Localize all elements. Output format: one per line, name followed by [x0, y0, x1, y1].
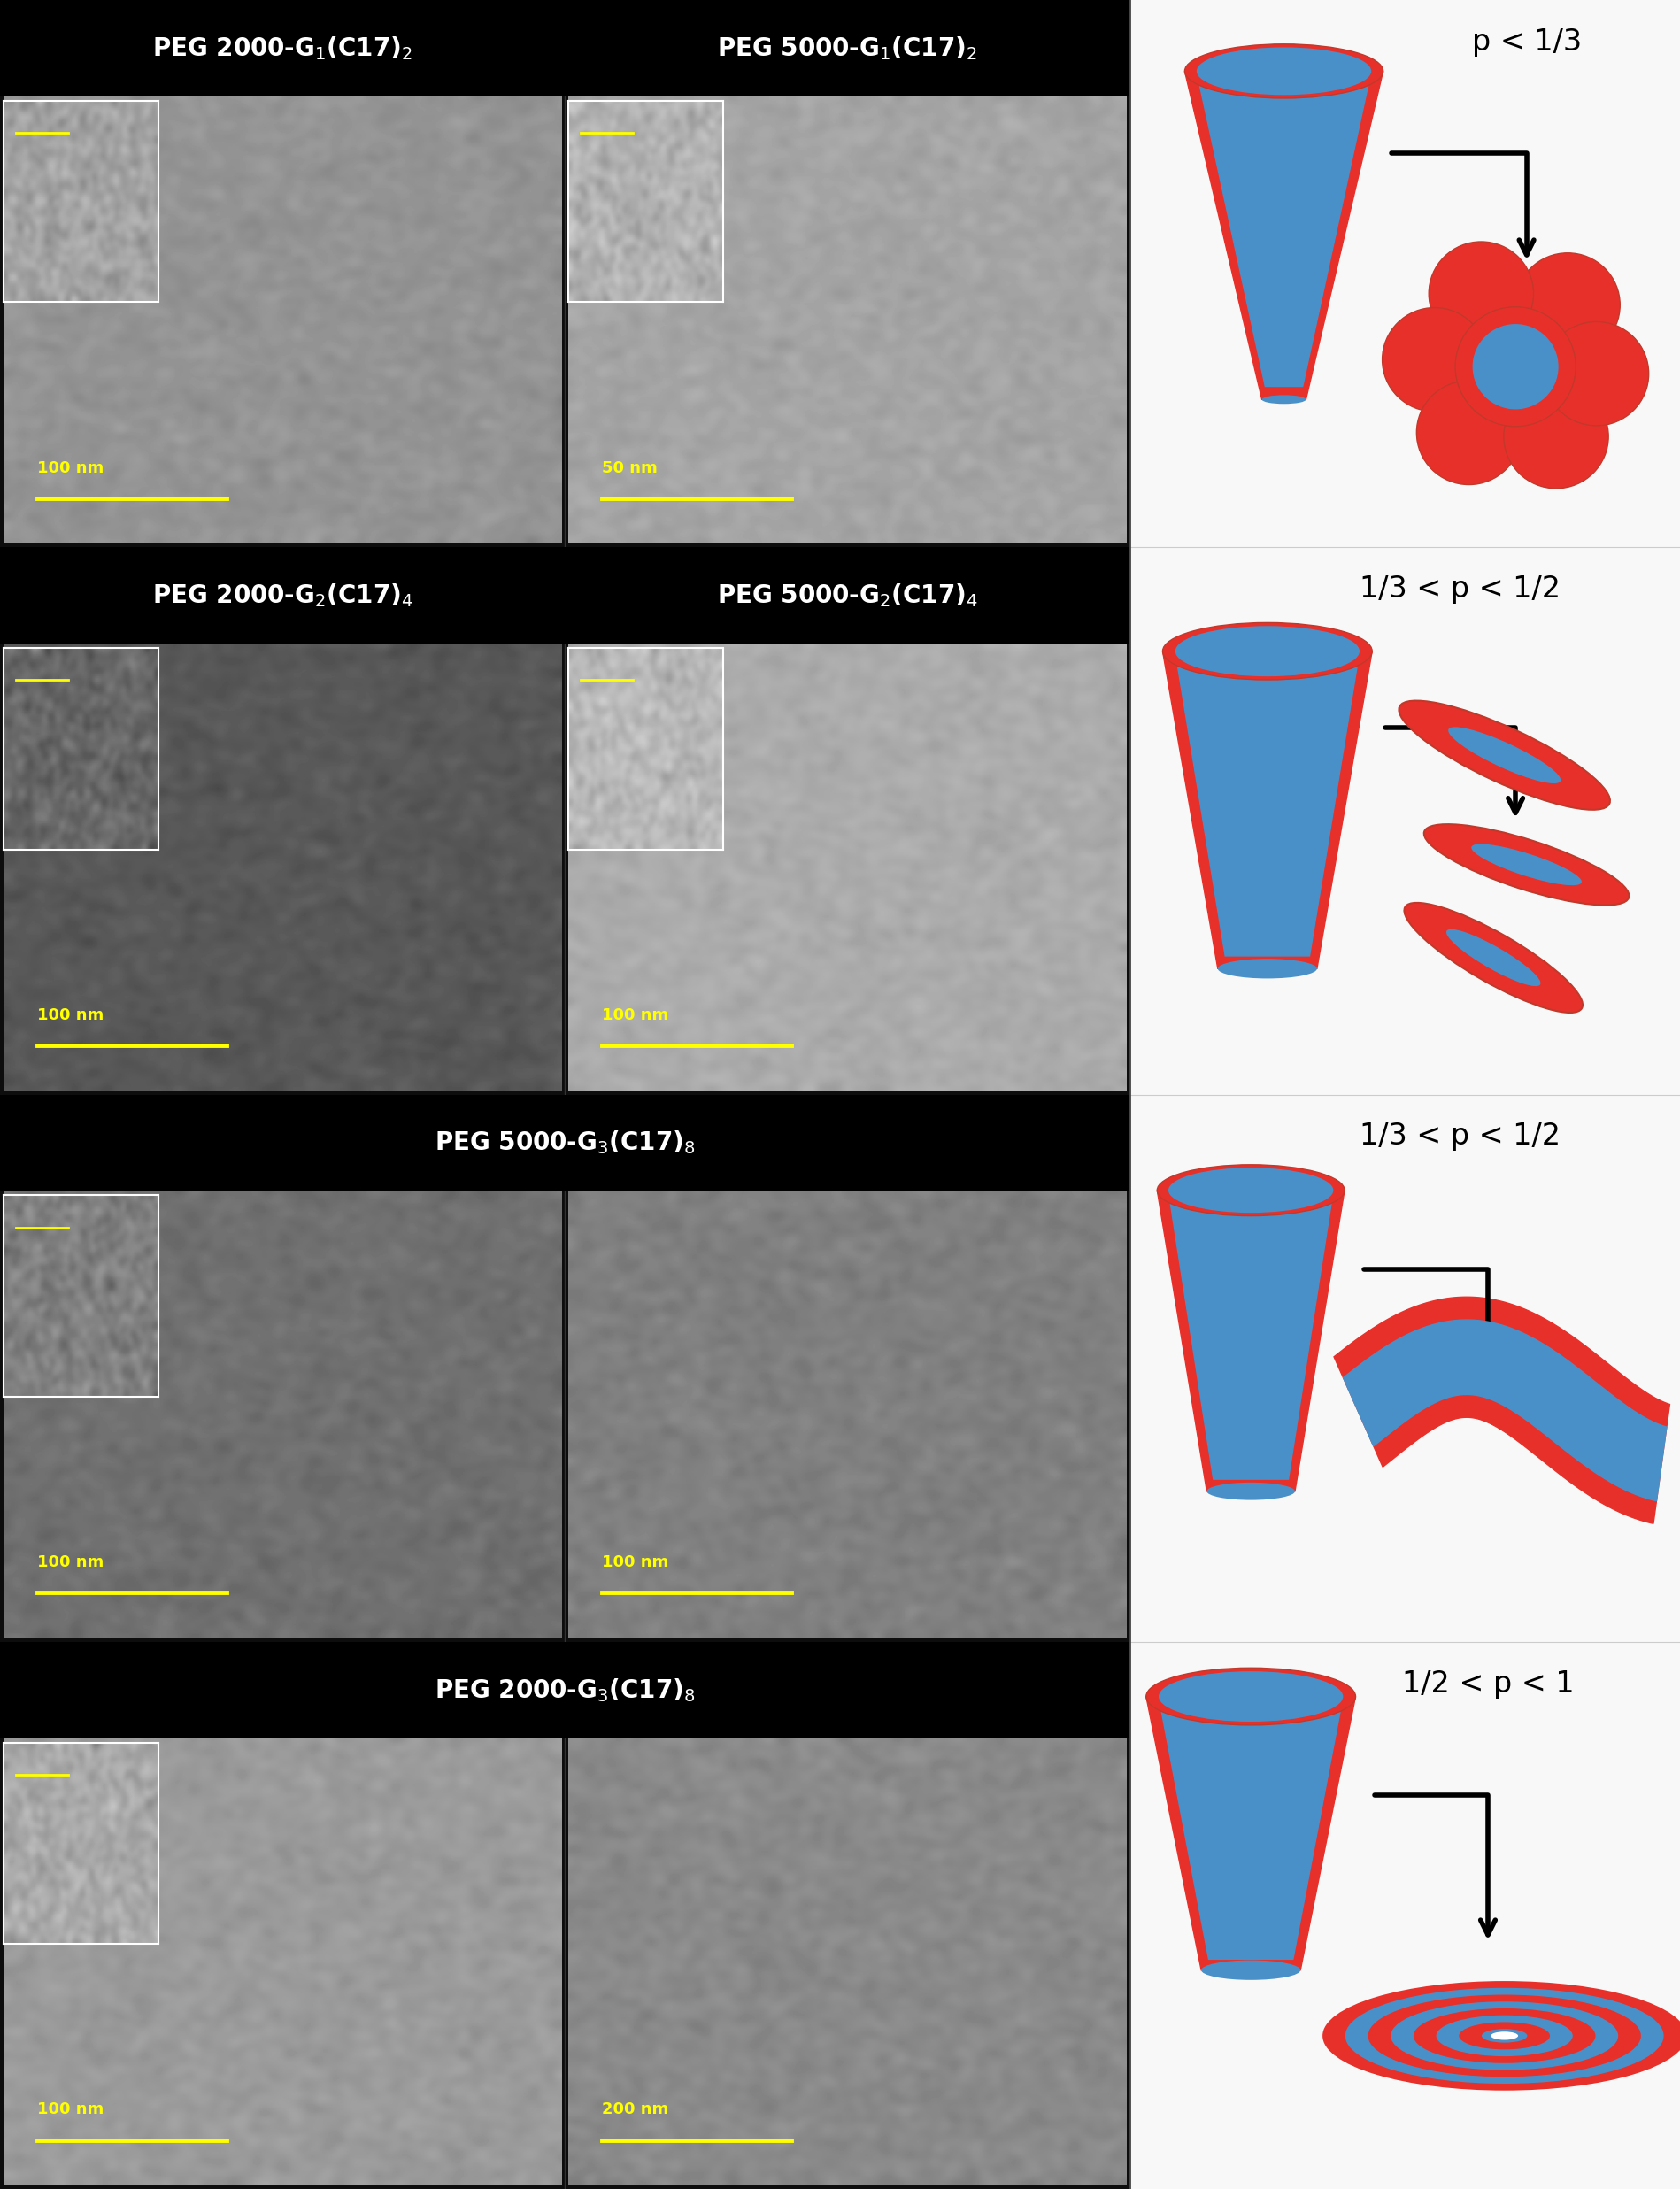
Circle shape [1416, 381, 1520, 484]
Ellipse shape [1368, 1994, 1640, 2077]
Circle shape [1381, 309, 1487, 412]
Polygon shape [1146, 1696, 1354, 1970]
Ellipse shape [1490, 2031, 1517, 2040]
Circle shape [1514, 254, 1620, 357]
Polygon shape [1168, 1191, 1332, 1480]
Text: 100 nm: 100 nm [37, 2101, 104, 2117]
Ellipse shape [1344, 1988, 1663, 2084]
Ellipse shape [1448, 727, 1559, 784]
Ellipse shape [1458, 2023, 1549, 2049]
Text: 50 nm: 50 nm [601, 460, 657, 475]
Ellipse shape [1158, 1672, 1342, 1721]
Ellipse shape [1156, 1165, 1344, 1215]
Ellipse shape [1435, 2016, 1572, 2055]
FancyBboxPatch shape [564, 1094, 1129, 1191]
Ellipse shape [1184, 44, 1383, 99]
Ellipse shape [1445, 928, 1541, 987]
Text: PEG 2000-G$_1$(C17)$_2$: PEG 2000-G$_1$(C17)$_2$ [153, 35, 412, 61]
Ellipse shape [1389, 2001, 1618, 2071]
Circle shape [1544, 322, 1648, 425]
Ellipse shape [1262, 396, 1305, 403]
Text: 100 nm: 100 nm [37, 460, 104, 475]
FancyBboxPatch shape [0, 1094, 564, 1191]
FancyBboxPatch shape [564, 1642, 1129, 1738]
Text: PEG 2000-G$_2$(C17)$_4$: PEG 2000-G$_2$(C17)$_4$ [151, 582, 413, 609]
Text: 100 nm: 100 nm [37, 1554, 104, 1570]
Text: 100 nm: 100 nm [37, 1007, 104, 1022]
FancyBboxPatch shape [564, 547, 1129, 644]
FancyBboxPatch shape [0, 1642, 564, 1738]
Circle shape [1504, 385, 1608, 488]
Ellipse shape [1174, 626, 1359, 676]
Text: PEG 5000-G$_2$(C17)$_4$: PEG 5000-G$_2$(C17)$_4$ [716, 582, 978, 609]
Ellipse shape [1398, 700, 1609, 810]
Ellipse shape [1423, 825, 1628, 904]
Ellipse shape [1470, 845, 1581, 884]
Ellipse shape [1482, 2029, 1527, 2042]
FancyBboxPatch shape [564, 1642, 1129, 1738]
Ellipse shape [1168, 1167, 1332, 1213]
Ellipse shape [1322, 1981, 1680, 2090]
FancyBboxPatch shape [564, 0, 1129, 96]
Text: PEG 5000-G$_3$(C17)$_8$: PEG 5000-G$_3$(C17)$_8$ [433, 1130, 696, 1156]
Ellipse shape [1403, 902, 1583, 1014]
Circle shape [1472, 324, 1557, 409]
Text: 1/2 < p < 1: 1/2 < p < 1 [1401, 1668, 1572, 1699]
Ellipse shape [1216, 959, 1317, 978]
Circle shape [1428, 241, 1532, 346]
Polygon shape [1196, 72, 1371, 387]
Text: p < 1/3: p < 1/3 [1470, 28, 1581, 57]
Text: PEG 2000-G$_3$(C17)$_8$: PEG 2000-G$_3$(C17)$_8$ [433, 1677, 696, 1703]
Text: 200 nm: 200 nm [601, 2101, 669, 2117]
Polygon shape [1156, 1191, 1344, 1491]
FancyBboxPatch shape [1129, 0, 1680, 2189]
Polygon shape [1174, 652, 1359, 957]
FancyBboxPatch shape [0, 547, 564, 644]
Ellipse shape [1163, 622, 1371, 681]
FancyBboxPatch shape [0, 0, 564, 96]
Text: PEG 5000-G$_1$(C17)$_2$: PEG 5000-G$_1$(C17)$_2$ [717, 35, 976, 61]
Polygon shape [1158, 1696, 1342, 1959]
Ellipse shape [1413, 2010, 1594, 2062]
Polygon shape [1334, 1298, 1668, 1524]
Ellipse shape [1146, 1668, 1354, 1725]
Text: 1/3 < p < 1/2: 1/3 < p < 1/2 [1359, 1121, 1561, 1151]
Polygon shape [1342, 1320, 1667, 1502]
Ellipse shape [1196, 48, 1371, 94]
Polygon shape [1184, 72, 1383, 398]
Circle shape [1455, 306, 1574, 427]
Polygon shape [1163, 652, 1371, 968]
Text: 100 nm: 100 nm [601, 1554, 669, 1570]
Text: 1/3 < p < 1/2: 1/3 < p < 1/2 [1359, 574, 1561, 604]
Ellipse shape [1201, 1961, 1300, 1979]
Text: 100 nm: 100 nm [601, 1007, 669, 1022]
FancyBboxPatch shape [564, 1094, 1129, 1191]
Ellipse shape [1206, 1482, 1294, 1499]
